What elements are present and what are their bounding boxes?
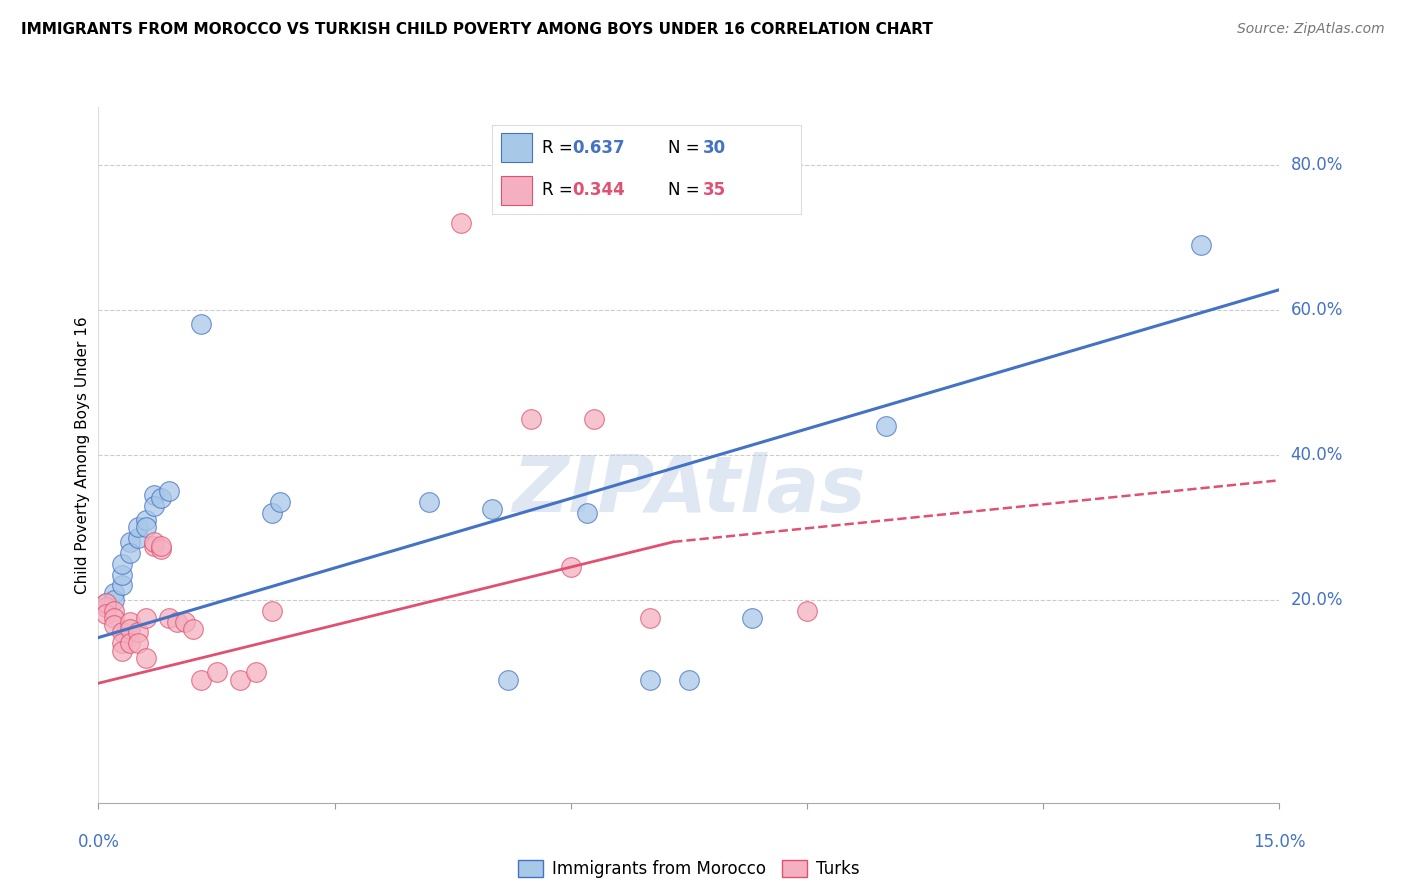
Text: 35: 35: [703, 181, 725, 199]
Point: [575, 506, 598, 520]
Point: [638, 673, 661, 687]
Point: [111, 557, 134, 571]
Text: 40.0%: 40.0%: [1291, 446, 1343, 464]
Point: [205, 665, 228, 680]
Text: 20.0%: 20.0%: [1291, 591, 1343, 609]
Point: [638, 611, 661, 625]
Point: [157, 611, 180, 625]
Point: [190, 673, 212, 687]
Point: [450, 216, 472, 230]
Point: [111, 578, 134, 592]
Point: [583, 411, 606, 425]
Text: 60.0%: 60.0%: [1291, 301, 1343, 319]
Point: [520, 411, 543, 425]
Text: 30: 30: [703, 139, 725, 157]
Point: [796, 604, 818, 618]
Point: [418, 495, 440, 509]
Point: [875, 419, 897, 434]
Point: [157, 484, 180, 499]
Point: [96, 597, 118, 611]
Point: [118, 622, 141, 636]
Point: [150, 539, 173, 553]
Text: Source: ZipAtlas.com: Source: ZipAtlas.com: [1237, 22, 1385, 37]
Text: 15.0%: 15.0%: [1253, 833, 1306, 851]
Point: [269, 495, 291, 509]
Point: [127, 531, 149, 545]
Text: 0.0%: 0.0%: [77, 833, 120, 851]
Point: [560, 560, 582, 574]
Point: [229, 673, 252, 687]
Point: [135, 651, 157, 665]
Point: [142, 488, 165, 502]
Point: [103, 611, 125, 625]
Point: [118, 534, 141, 549]
Point: [135, 520, 157, 534]
Point: [111, 567, 134, 582]
Point: [118, 636, 141, 650]
Text: 0.637: 0.637: [572, 139, 626, 157]
Point: [166, 615, 188, 629]
Point: [678, 673, 700, 687]
Point: [135, 513, 157, 527]
Text: N =: N =: [668, 139, 706, 157]
Point: [150, 491, 173, 506]
Point: [96, 607, 118, 622]
Point: [111, 625, 134, 640]
Point: [96, 600, 118, 615]
FancyBboxPatch shape: [502, 176, 533, 205]
Text: R =: R =: [541, 139, 578, 157]
Point: [103, 592, 125, 607]
Text: ZIPAtlas: ZIPAtlas: [512, 451, 866, 528]
Point: [135, 611, 157, 625]
Point: [245, 665, 267, 680]
Point: [1189, 237, 1212, 252]
Point: [96, 597, 118, 611]
Point: [142, 539, 165, 553]
Point: [111, 636, 134, 650]
FancyBboxPatch shape: [502, 133, 533, 162]
Point: [111, 643, 134, 657]
Point: [127, 636, 149, 650]
Point: [127, 520, 149, 534]
Text: 80.0%: 80.0%: [1291, 156, 1343, 174]
Text: 0.344: 0.344: [572, 181, 626, 199]
Text: N =: N =: [668, 181, 706, 199]
Text: R =: R =: [541, 181, 578, 199]
Point: [103, 585, 125, 599]
Point: [181, 622, 204, 636]
Point: [118, 546, 141, 560]
Legend: Immigrants from Morocco, Turks: Immigrants from Morocco, Turks: [512, 854, 866, 885]
Point: [103, 604, 125, 618]
Point: [190, 318, 212, 332]
Point: [127, 625, 149, 640]
Point: [103, 618, 125, 632]
Point: [150, 542, 173, 557]
Point: [142, 499, 165, 513]
Point: [142, 534, 165, 549]
Point: [174, 615, 197, 629]
Y-axis label: Child Poverty Among Boys Under 16: Child Poverty Among Boys Under 16: [75, 316, 90, 594]
Point: [260, 604, 283, 618]
Point: [118, 615, 141, 629]
Point: [496, 673, 519, 687]
Point: [481, 502, 503, 516]
Point: [741, 611, 763, 625]
Point: [260, 506, 283, 520]
Text: IMMIGRANTS FROM MOROCCO VS TURKISH CHILD POVERTY AMONG BOYS UNDER 16 CORRELATION: IMMIGRANTS FROM MOROCCO VS TURKISH CHILD…: [21, 22, 934, 37]
